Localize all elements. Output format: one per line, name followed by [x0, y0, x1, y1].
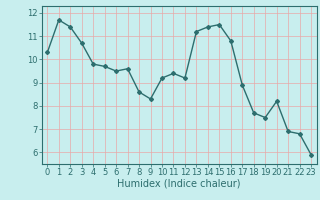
- X-axis label: Humidex (Indice chaleur): Humidex (Indice chaleur): [117, 179, 241, 189]
